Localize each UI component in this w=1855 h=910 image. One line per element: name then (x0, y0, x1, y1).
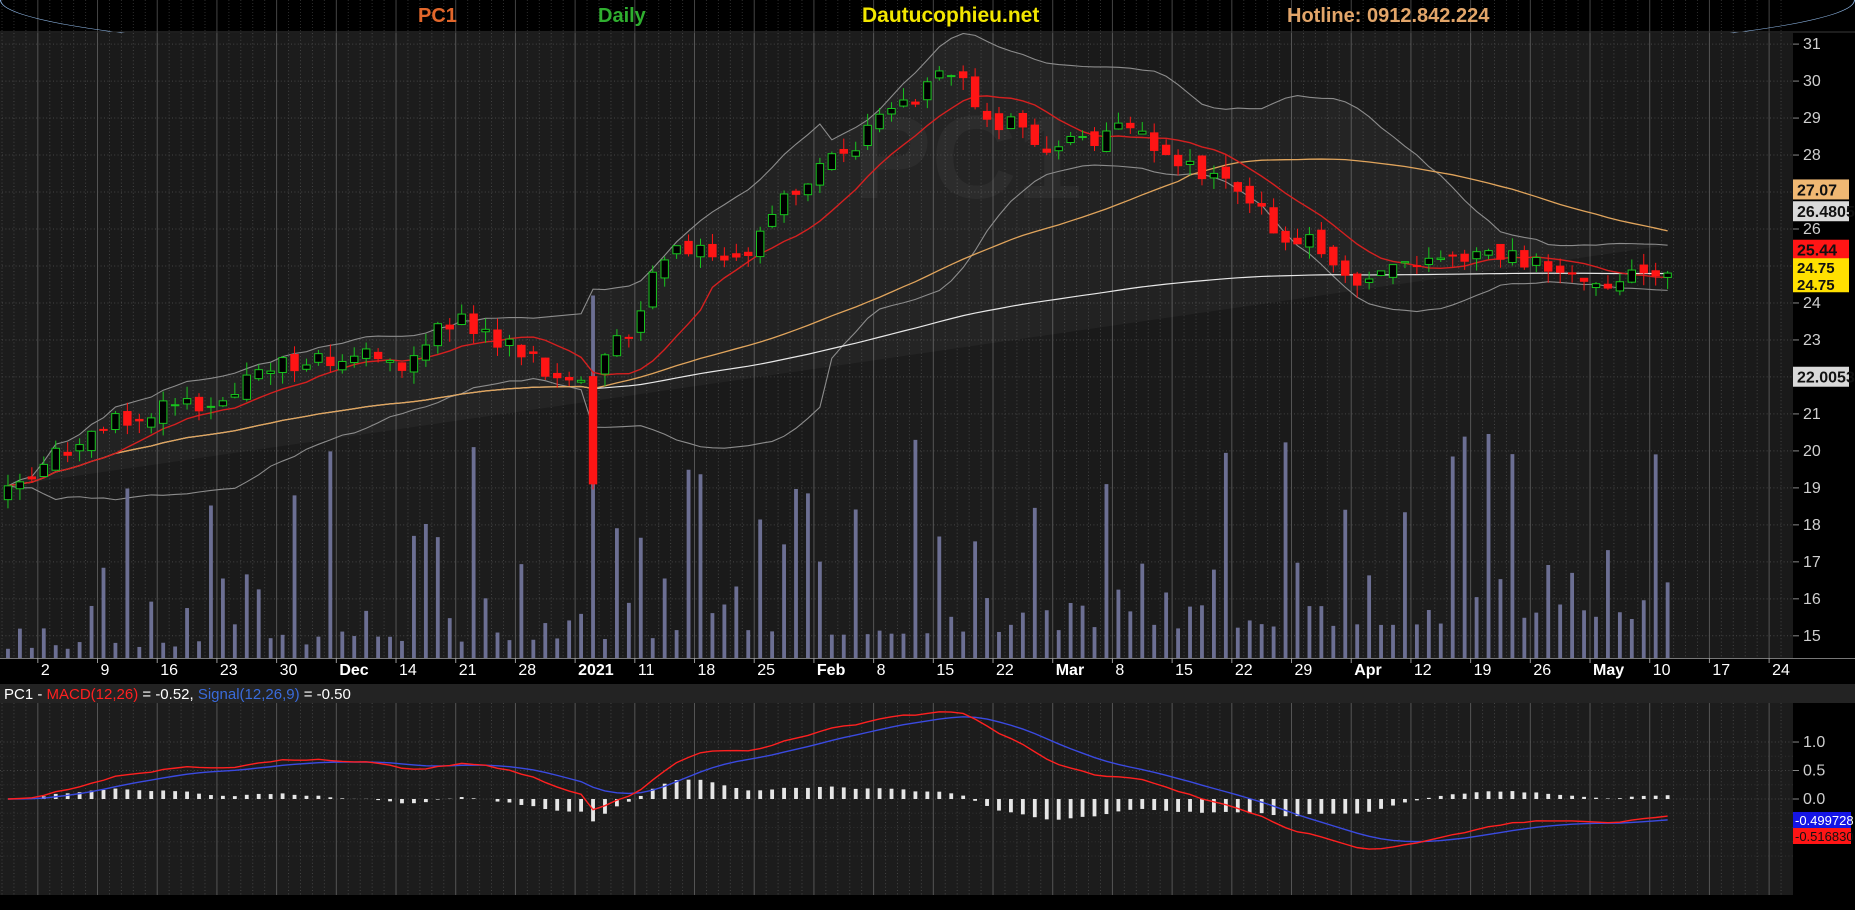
svg-text:May: May (1593, 662, 1624, 679)
svg-text:10: 10 (1653, 662, 1671, 679)
svg-text:17: 17 (1803, 554, 1821, 571)
svg-text:28: 28 (1803, 147, 1821, 164)
svg-text:28: 28 (518, 662, 536, 679)
svg-text:0.0: 0.0 (1803, 791, 1825, 808)
svg-text:20: 20 (1803, 443, 1821, 460)
svg-text:27.07: 27.07 (1797, 182, 1837, 199)
svg-text:2: 2 (41, 662, 50, 679)
svg-text:23: 23 (1803, 332, 1821, 349)
svg-text:12: 12 (1414, 662, 1432, 679)
svg-text:9: 9 (101, 662, 110, 679)
svg-text:22: 22 (996, 662, 1014, 679)
svg-text:26.4805: 26.4805 (1797, 204, 1855, 221)
svg-text:17: 17 (1712, 662, 1730, 679)
svg-text:-0.516830: -0.516830 (1795, 829, 1854, 844)
svg-text:Mar: Mar (1056, 662, 1084, 679)
svg-text:21: 21 (1803, 406, 1821, 423)
svg-text:26: 26 (1533, 662, 1551, 679)
svg-text:Feb: Feb (817, 662, 846, 679)
svg-text:22: 22 (1235, 662, 1253, 679)
svg-text:19: 19 (1803, 480, 1821, 497)
svg-text:-0.499728: -0.499728 (1795, 813, 1854, 828)
svg-text:16: 16 (1803, 591, 1821, 608)
svg-text:23: 23 (220, 662, 238, 679)
svg-text:15: 15 (1175, 662, 1193, 679)
svg-text:15: 15 (1803, 628, 1821, 645)
svg-text:18: 18 (698, 662, 716, 679)
svg-text:24: 24 (1772, 662, 1790, 679)
svg-text:25.44: 25.44 (1797, 243, 1837, 260)
svg-text:18: 18 (1803, 517, 1821, 534)
svg-text:1.0: 1.0 (1803, 734, 1825, 751)
svg-text:11: 11 (638, 662, 655, 679)
svg-text:22.0053: 22.0053 (1797, 370, 1855, 387)
svg-text:30: 30 (280, 662, 298, 679)
svg-text:2021: 2021 (578, 662, 614, 679)
svg-text:8: 8 (1115, 662, 1124, 679)
svg-text:14: 14 (399, 662, 417, 679)
svg-text:Dec: Dec (339, 662, 368, 679)
svg-text:19: 19 (1474, 662, 1492, 679)
svg-text:Apr: Apr (1354, 662, 1382, 679)
svg-text:24: 24 (1803, 295, 1821, 312)
svg-text:29: 29 (1803, 110, 1821, 127)
svg-text:21: 21 (459, 662, 477, 679)
svg-text:16: 16 (160, 662, 178, 679)
svg-text:29: 29 (1295, 662, 1313, 679)
svg-text:26: 26 (1803, 221, 1821, 238)
svg-text:24.75: 24.75 (1797, 277, 1835, 294)
svg-text:30: 30 (1803, 73, 1821, 90)
svg-text:31: 31 (1803, 36, 1821, 53)
svg-text:0.5: 0.5 (1803, 763, 1825, 780)
svg-text:8: 8 (877, 662, 886, 679)
svg-text:24.75: 24.75 (1797, 260, 1835, 277)
svg-text:25: 25 (757, 662, 775, 679)
svg-text:15: 15 (936, 662, 954, 679)
